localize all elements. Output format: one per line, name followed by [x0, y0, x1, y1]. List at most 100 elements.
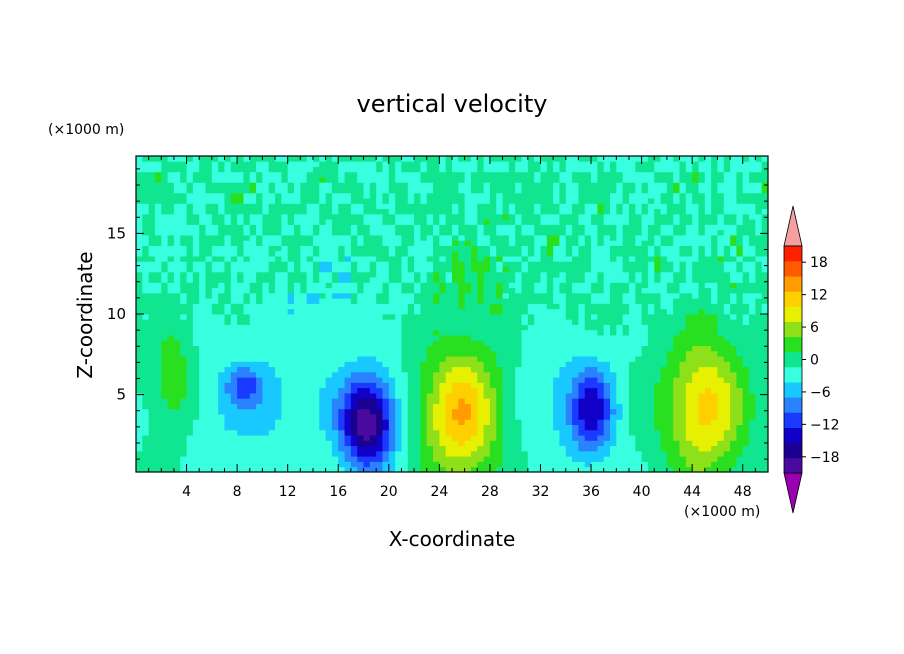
field-cell	[344, 335, 352, 341]
field-cell	[369, 366, 377, 373]
field-cell	[136, 277, 143, 283]
field-cell	[628, 393, 636, 399]
field-cell	[218, 235, 225, 241]
field-cell	[755, 461, 763, 468]
field-cell	[395, 435, 402, 441]
field-cell	[616, 250, 624, 257]
field-cell	[717, 466, 725, 473]
field-cell	[376, 235, 383, 241]
field-cell	[382, 224, 390, 231]
field-cell	[363, 350, 371, 357]
field-cell	[610, 298, 617, 304]
field-cell	[369, 277, 377, 283]
field-cell	[154, 287, 162, 294]
field-cell	[230, 340, 238, 346]
field-cell	[654, 419, 661, 425]
field-cell	[761, 277, 769, 283]
field-cell	[527, 440, 535, 447]
field-cell	[452, 419, 459, 425]
field-cell	[679, 256, 687, 262]
field-cell	[489, 329, 497, 336]
field-cell	[711, 377, 718, 383]
field-cell	[433, 435, 440, 441]
field-cell	[306, 456, 314, 462]
field-cell	[306, 445, 314, 452]
field-cell	[407, 292, 415, 299]
field-cell	[312, 208, 320, 215]
field-cell	[692, 245, 699, 252]
field-cell	[540, 350, 548, 357]
field-cell	[268, 324, 276, 331]
field-cell	[287, 387, 295, 394]
field-cell	[256, 419, 263, 425]
field-cell	[666, 356, 674, 362]
field-cell	[685, 261, 693, 267]
field-cell	[534, 240, 541, 246]
field-cell	[572, 229, 579, 236]
field-cell	[685, 314, 693, 320]
field-cell	[350, 424, 358, 431]
field-cell	[603, 445, 611, 452]
field-cell	[249, 345, 257, 352]
field-cell	[673, 208, 680, 215]
field-cell	[704, 461, 712, 468]
field-cell	[294, 282, 301, 289]
field-cell	[369, 208, 377, 215]
field-cell	[369, 403, 377, 410]
field-cell	[382, 350, 390, 357]
field-cell	[439, 319, 447, 325]
field-cell	[641, 371, 649, 378]
field-cell	[357, 250, 364, 257]
field-cell	[635, 345, 642, 352]
field-cell	[470, 250, 478, 257]
field-cell	[559, 393, 567, 399]
field-cell	[666, 329, 674, 336]
field-cell	[414, 219, 421, 225]
field-cell	[673, 440, 680, 447]
field-cell	[205, 298, 213, 304]
field-cell	[243, 303, 251, 310]
field-cell	[540, 387, 548, 394]
field-cell	[136, 345, 143, 352]
field-cell	[660, 461, 668, 468]
field-cell	[742, 345, 750, 352]
field-cell	[161, 445, 168, 452]
field-cell	[483, 450, 491, 457]
field-cell	[312, 450, 320, 457]
field-cell	[433, 382, 440, 389]
field-cell	[730, 235, 737, 241]
field-cell	[281, 287, 289, 294]
field-cell	[508, 371, 516, 378]
field-cell	[603, 292, 611, 299]
field-cell	[704, 208, 712, 215]
field-cell	[275, 382, 282, 389]
field-cell	[357, 298, 364, 304]
field-cell	[508, 340, 516, 346]
field-cell	[243, 298, 251, 304]
field-cell	[730, 466, 737, 473]
field-cell	[300, 387, 308, 394]
field-cell	[262, 261, 270, 267]
field-cell	[534, 219, 541, 225]
field-cell	[439, 345, 447, 352]
field-cell	[666, 387, 674, 394]
field-cell	[142, 345, 150, 352]
field-cell	[578, 287, 586, 294]
field-cell	[388, 350, 396, 357]
field-cell	[755, 245, 763, 252]
field-cell	[148, 393, 156, 399]
field-cell	[237, 235, 244, 241]
field-cell	[243, 340, 251, 346]
field-cell	[173, 419, 181, 425]
field-cell	[161, 256, 168, 262]
field-cell	[591, 371, 598, 378]
field-cell	[407, 208, 415, 215]
field-cell	[369, 414, 377, 420]
field-cell	[275, 324, 282, 331]
field-cell	[660, 340, 668, 346]
field-cell	[281, 456, 289, 462]
field-cell	[439, 245, 447, 252]
field-cell	[357, 308, 364, 315]
field-cell	[433, 461, 440, 468]
field-cell	[281, 450, 289, 457]
